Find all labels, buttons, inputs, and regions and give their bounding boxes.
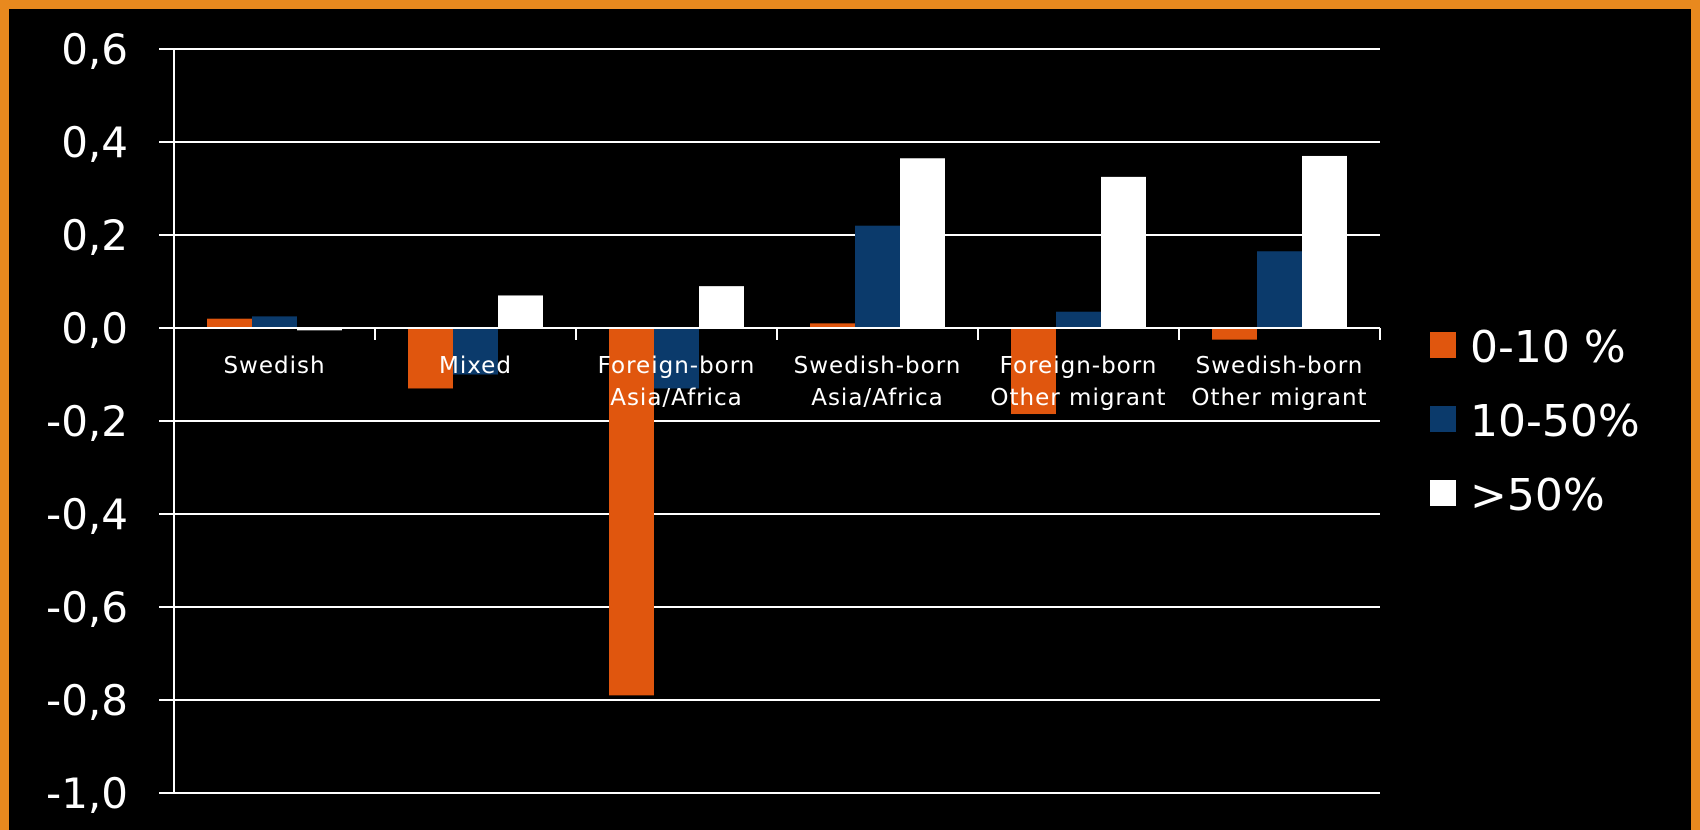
bar [1257, 251, 1302, 328]
legend-swatch [1430, 332, 1456, 358]
x-tick-label: Other migrant [990, 385, 1166, 411]
x-tick-label: Asia/Africa [610, 385, 743, 411]
x-tick-label: Other migrant [1191, 385, 1367, 411]
x-tick-label: Mixed [439, 353, 512, 379]
bar [408, 328, 453, 389]
y-tick-label: -0,2 [46, 397, 128, 446]
bar [810, 323, 855, 328]
x-tick-label: Asia/Africa [811, 385, 944, 411]
legend-label: 0-10 % [1470, 322, 1626, 373]
legend-label: >50% [1470, 470, 1605, 521]
y-tick-label: -1,0 [46, 769, 128, 818]
bar [1056, 311, 1101, 328]
y-tick-label: -0,6 [46, 583, 128, 632]
bar [297, 328, 342, 331]
y-tick-label: 0,0 [61, 304, 128, 353]
bar [252, 316, 297, 328]
bars [207, 155, 1347, 696]
bar [609, 328, 654, 696]
bar [1302, 155, 1347, 328]
gridlines [159, 48, 1380, 794]
y-tick-label: 0,2 [61, 211, 128, 260]
y-tick-label: 0,6 [61, 25, 128, 74]
legend: 0-10 % 10-50% >50% [1430, 322, 1640, 521]
x-tick-label: Swedish-born [1196, 353, 1364, 379]
bar [900, 158, 945, 328]
bar [654, 328, 699, 389]
bar [498, 295, 543, 328]
y-tick-label: -0,8 [46, 676, 128, 725]
y-tick-label: 0,4 [61, 118, 128, 167]
legend-swatch [1430, 480, 1456, 506]
bar [1011, 328, 1056, 415]
x-tick-label: Foreign-born [1000, 353, 1158, 379]
bar [207, 318, 252, 328]
axes [173, 49, 1381, 793]
bar [699, 286, 744, 328]
x-tick-label: Swedish-born [794, 353, 962, 379]
y-tick-label: -0,4 [46, 490, 128, 539]
x-tick-label: Swedish [223, 353, 325, 379]
bar [855, 225, 900, 328]
legend-swatch [1430, 406, 1456, 432]
bar [453, 328, 498, 375]
bar [1101, 176, 1146, 328]
legend-label: 10-50% [1470, 396, 1640, 447]
bar [1212, 328, 1257, 340]
x-tick-label: Foreign-born [598, 353, 756, 379]
y-axis-ticks: 0,6 0,4 0,2 0,0 -0,2 -0,4 -0,6 -0,8 -1,0 [46, 25, 128, 818]
x-axis-ticks: Swedish Mixed Foreign-born Asia/Africa Swedi… [223, 353, 1367, 411]
